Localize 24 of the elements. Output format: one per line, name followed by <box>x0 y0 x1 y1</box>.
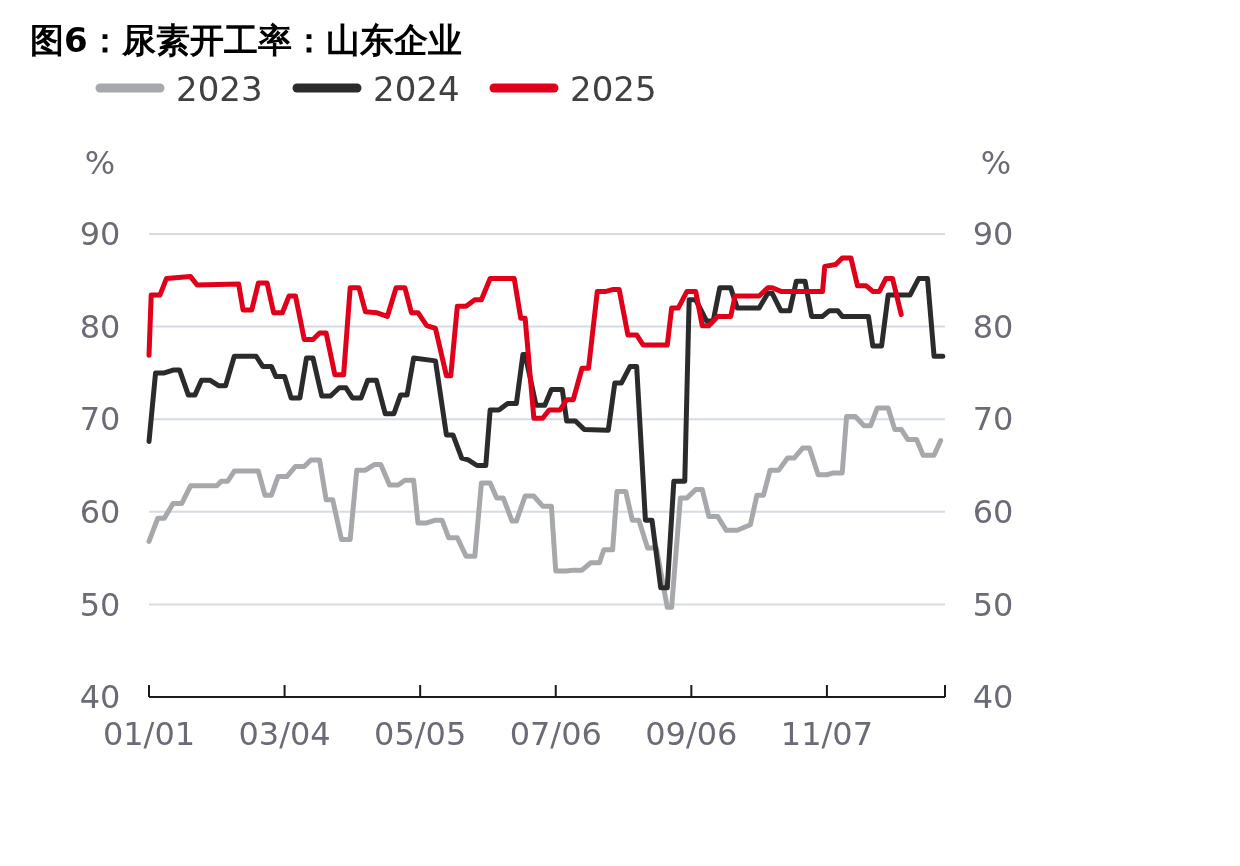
y2-tick-label: 60 <box>972 493 1014 531</box>
y-tick-label: 70 <box>79 400 121 439</box>
y-axis-title: % <box>84 144 116 182</box>
legend-label: 2024 <box>373 69 460 109</box>
y-tick-label: 90 <box>79 215 121 254</box>
y2-tick-label: 90 <box>972 215 1014 254</box>
y-tick-label: 80 <box>79 307 121 346</box>
y2-tick-label: 40 <box>972 678 1014 717</box>
chart-title: 图6：尿素开工率：山东企业 <box>30 20 462 60</box>
x-tick-label: 05/05 <box>374 715 467 753</box>
legend-label: 2025 <box>570 69 657 109</box>
legend-label: 2023 <box>176 69 263 109</box>
x-tick-label: 01/01 <box>102 715 196 753</box>
y2-tick-label: 70 <box>972 400 1014 439</box>
y2-axis-title: % <box>980 144 1012 182</box>
y2-tick-label: 80 <box>972 307 1014 346</box>
y-tick-label: 50 <box>79 585 121 624</box>
y2-tick-label: 50 <box>972 585 1014 624</box>
x-tick-label: 11/07 <box>780 715 874 753</box>
x-tick-label: 09/06 <box>645 715 738 753</box>
x-tick-label: 03/04 <box>238 715 331 753</box>
x-tick-label: 07/06 <box>509 715 602 753</box>
y-tick-label: 40 <box>79 678 121 717</box>
y-tick-label: 60 <box>79 493 121 531</box>
